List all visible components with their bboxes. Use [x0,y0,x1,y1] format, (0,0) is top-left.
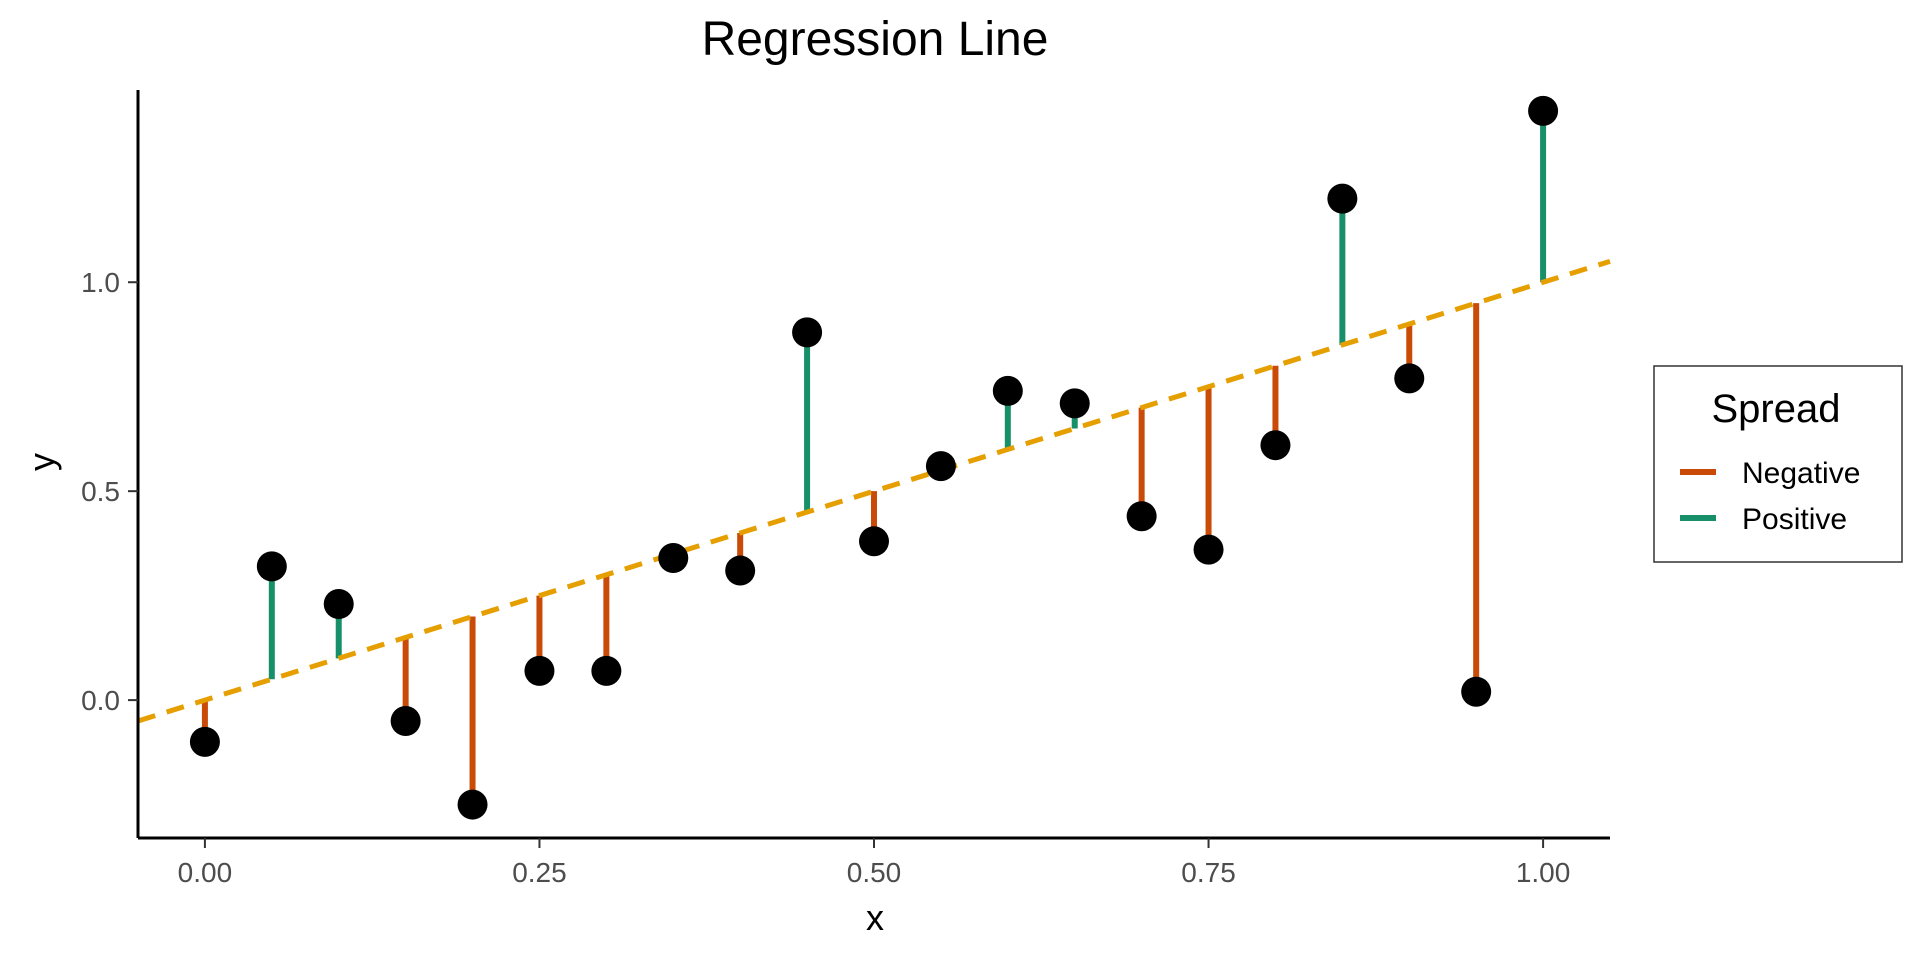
x-tick-label: 1.00 [1516,857,1571,888]
y-axis-ticks: 0.0 0.5 1.0 [81,267,138,716]
regression-line [137,258,1611,724]
data-point [189,726,220,757]
x-tick-label: 0.25 [512,857,567,888]
y-tick-label: 1.0 [81,267,120,298]
legend-title: Spread [1712,387,1841,431]
data-point [390,705,421,736]
legend-label-positive: Positive [1742,503,1847,536]
data-point [457,789,488,820]
data-point [256,551,287,582]
data-point [859,526,889,557]
data-point [792,317,823,348]
y-axis-title: y [21,453,62,471]
y-tick-label: 0.5 [81,476,120,507]
chart-title: Regression Line [702,13,1049,66]
x-axis-title: x [866,897,884,938]
x-tick-label: 0.00 [178,857,233,888]
data-point [1528,95,1559,126]
plot-area [137,95,1611,820]
y-tick-label: 0.0 [81,685,120,716]
data-point [591,655,622,686]
x-tick-label: 0.75 [1181,857,1236,888]
data-point [725,555,756,586]
x-axis-ticks: 0.00 0.25 0.50 0.75 1.00 [178,838,1571,888]
legend-box [1653,365,1903,563]
data-point [323,588,354,619]
data-point [1126,501,1157,532]
data-point [658,543,689,574]
legend-label-negative: Negative [1742,457,1860,490]
data-point [925,451,956,482]
data-point [1461,676,1492,707]
x-tick-label: 0.50 [847,857,902,888]
data-point [1394,363,1425,394]
data-point [1059,388,1090,419]
data-point [992,375,1023,406]
data-point [524,655,555,686]
data-point [1193,534,1224,565]
data-point [1260,430,1291,461]
data-point [1327,183,1358,214]
legend: Spread Negative Positive [1653,365,1903,563]
